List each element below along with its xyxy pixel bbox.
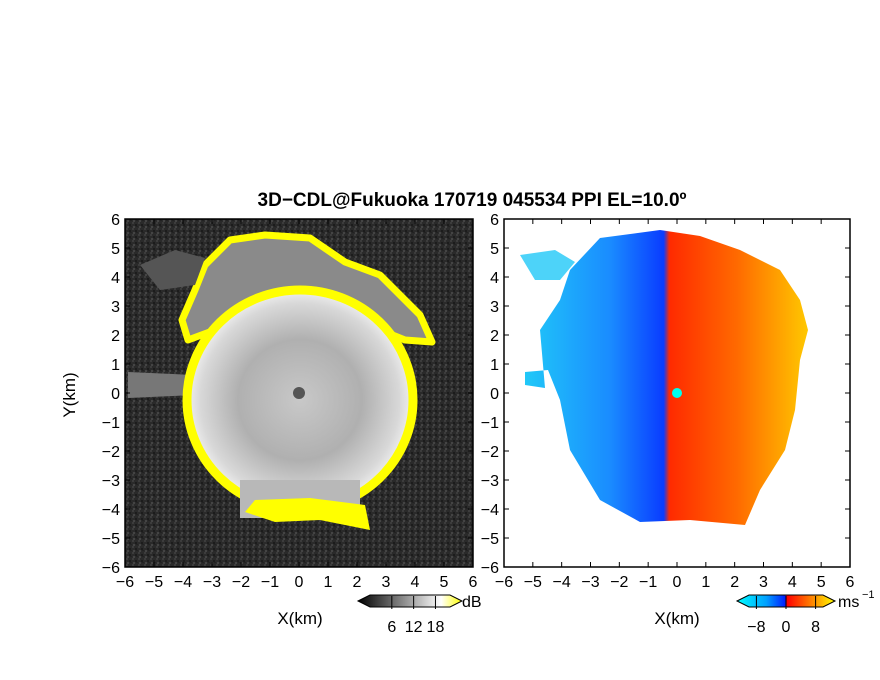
velocity-colorbar-ticks: −8 0 8 <box>747 596 820 636</box>
reflectivity-x-tick-label: 1 <box>324 574 333 591</box>
velocity-x-tick-label: 3 <box>759 574 768 591</box>
velocity-x-tick-label: −6 <box>495 574 513 591</box>
velocity-y-tick-label: −3 <box>481 473 499 490</box>
reflectivity-y-tick-label: 4 <box>111 270 120 287</box>
reflectivity-x-axis-label: X(km) <box>277 609 322 628</box>
velocity-radar-site <box>672 388 682 398</box>
reflectivity-y-tick-label: 3 <box>111 299 120 316</box>
reflectivity-x-tick-label: 4 <box>411 574 420 591</box>
reflectivity-x-tick-label: −2 <box>232 574 250 591</box>
velocity-colorbar-tick-label: 8 <box>811 619 820 636</box>
reflectivity-colorbar-tick-label: 12 <box>405 619 423 636</box>
reflectivity-y-tick-label: −4 <box>102 502 120 519</box>
velocity-y-tick-label: −5 <box>481 531 499 548</box>
reflectivity-colorbar: dB 6 12 18 <box>356 594 482 636</box>
velocity-x-tick-label: 0 <box>673 574 682 591</box>
velocity-x-tick-label: 6 <box>846 574 855 591</box>
velocity-y-tick-label: −4 <box>481 502 499 519</box>
velocity-x-tick-label: −3 <box>581 574 599 591</box>
reflectivity-axes: −6 −5 −4 −3 −2 −1 0 1 2 3 4 5 6 6 5 4 3 2 1 0 −1 −2 −3 −4 −5 −6 <box>102 212 478 591</box>
velocity-y-tick-label: 1 <box>490 357 499 374</box>
velocity-x-tick-label: −1 <box>639 574 657 591</box>
reflectivity-x-tick-label: 2 <box>353 574 362 591</box>
velocity-y-tick-label: −6 <box>481 560 499 577</box>
velocity-colorbar-unit: ms <box>838 594 859 611</box>
reflectivity-x-tick-label: −6 <box>116 574 134 591</box>
velocity-y-tick-label: −1 <box>481 415 499 432</box>
reflectivity-colorbar-ticks: 6 12 18 <box>387 596 444 636</box>
velocity-x-tick-label: 1 <box>701 574 710 591</box>
reflectivity-colorbar-unit: dB <box>462 594 482 611</box>
y-axis-label: Y(km) <box>60 372 79 417</box>
velocity-x-tick-label: −4 <box>553 574 571 591</box>
reflectivity-west-streak <box>128 372 195 398</box>
reflectivity-x-tick-label: 5 <box>440 574 449 591</box>
velocity-x-tick-label: 2 <box>730 574 739 591</box>
reflectivity-northwest-haze <box>140 250 205 290</box>
reflectivity-colorbar-tick-label: 6 <box>387 619 396 636</box>
reflectivity-x-tick-label: −1 <box>261 574 279 591</box>
reflectivity-y-tick-label: −5 <box>102 531 120 548</box>
reflectivity-main-echo <box>182 285 418 515</box>
velocity-colorbar-tick-label: 0 <box>782 619 791 636</box>
reflectivity-y-tick-label: 2 <box>111 328 120 345</box>
velocity-x-axis-label: X(km) <box>654 609 699 628</box>
velocity-x-tick-label: 4 <box>788 574 797 591</box>
velocity-echo-field <box>525 230 808 525</box>
reflectivity-colorbar-tick-label: 18 <box>427 619 445 636</box>
velocity-x-tick-label: −5 <box>524 574 542 591</box>
velocity-panel <box>504 219 850 567</box>
radar-site-marker <box>293 387 305 399</box>
reflectivity-y-tick-label: 1 <box>111 357 120 374</box>
velocity-x-tick-label: −2 <box>610 574 628 591</box>
velocity-west-fringe <box>520 250 575 280</box>
reflectivity-x-tick-label: −5 <box>145 574 163 591</box>
velocity-axes: −6 −5 −4 −3 −2 −1 0 1 2 3 4 5 6 6 5 4 3 2 1 0 −1 −2 −3 −4 −5 −6 <box>481 212 855 591</box>
reflectivity-y-tick-label: 6 <box>111 212 120 229</box>
reflectivity-x-tick-label: −3 <box>203 574 221 591</box>
reflectivity-x-tick-label: −4 <box>174 574 192 591</box>
velocity-y-tick-label: 0 <box>490 386 499 403</box>
velocity-y-tick-label: 4 <box>490 270 499 287</box>
reflectivity-x-tick-label: 0 <box>295 574 304 591</box>
reflectivity-y-tick-label: −6 <box>102 560 120 577</box>
reflectivity-y-tick-label: 5 <box>111 241 120 258</box>
reflectivity-south-fringe <box>245 498 370 530</box>
reflectivity-x-tick-label: 6 <box>469 574 478 591</box>
velocity-colorbar: ms −1 −8 0 8 <box>735 589 875 636</box>
velocity-x-tick-label: 5 <box>817 574 826 591</box>
velocity-y-tick-label: 6 <box>490 212 499 229</box>
reflectivity-y-tick-label: −2 <box>102 444 120 461</box>
velocity-y-tick-label: 2 <box>490 328 499 345</box>
velocity-colorbar-tick-label: −8 <box>747 619 765 636</box>
velocity-y-tick-label: 3 <box>490 299 499 316</box>
velocity-y-tick-label: 5 <box>490 241 499 258</box>
velocity-y-tick-label: −2 <box>481 444 499 461</box>
reflectivity-colorbar-bar <box>356 594 464 608</box>
reflectivity-panel <box>125 219 473 567</box>
reflectivity-y-tick-label: −1 <box>102 415 120 432</box>
reflectivity-x-tick-label: 3 <box>382 574 391 591</box>
reflectivity-y-tick-label: 0 <box>111 386 120 403</box>
chart-title: 3D−CDL@Fukuoka 170719 045534 PPI EL=10.0… <box>258 190 687 211</box>
velocity-colorbar-unit-exponent: −1 <box>862 589 875 601</box>
reflectivity-y-tick-label: −3 <box>102 473 120 490</box>
